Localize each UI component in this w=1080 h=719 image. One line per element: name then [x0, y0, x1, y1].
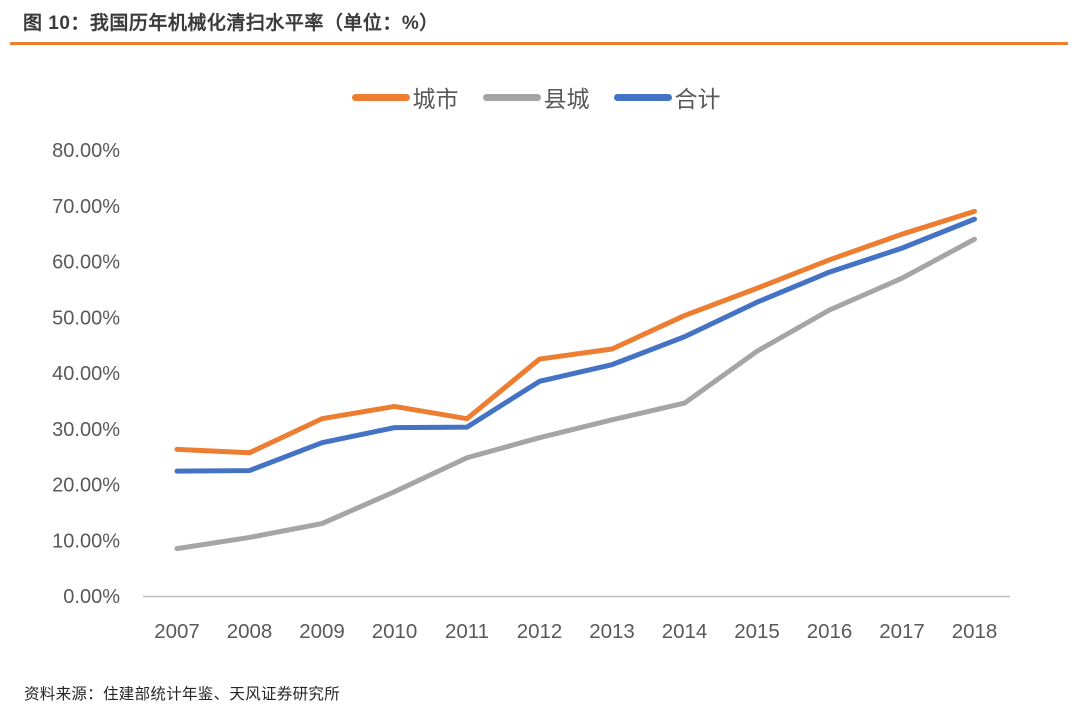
x-tick-label: 2012 — [517, 620, 563, 643]
y-tick-label: 40.00% — [52, 363, 120, 385]
x-tick-label: 2014 — [662, 620, 708, 643]
legend-item-total: 合计 — [613, 80, 721, 114]
legend-line-swatch-county — [482, 93, 541, 101]
y-tick-label: 20.00% — [52, 475, 120, 497]
y-tick-label: 10.00% — [52, 530, 120, 552]
y-tick-label: 60.00% — [52, 252, 120, 274]
x-tick-label: 2018 — [952, 620, 998, 643]
x-tick-label: 2016 — [807, 620, 853, 643]
x-tick-label: 2009 — [299, 620, 345, 643]
source-note: 资料来源：住建部统计年鉴、天风证券研究所 — [24, 686, 341, 703]
chart-legend: 城市 县城 合计 — [0, 80, 1072, 114]
x-tick-label: 2010 — [372, 620, 418, 643]
legend-label-total: 合计 — [674, 86, 721, 112]
x-tick-label: 2013 — [589, 620, 635, 643]
y-tick-label: 50.00% — [52, 307, 120, 329]
series-line-城市 — [174, 208, 977, 456]
x-tick-label: 2011 — [445, 620, 489, 643]
legend-label-county: 县城 — [543, 86, 590, 112]
figure-title: 图 10：我国历年机械化清扫水平率（单位：%） — [23, 13, 439, 34]
legend-line-swatch-total — [613, 93, 672, 101]
legend-item-city: 城市 — [351, 80, 459, 114]
x-tick-label: 2017 — [879, 620, 925, 643]
series-line-县城 — [174, 236, 977, 552]
y-tick-label: 80.00% — [52, 140, 120, 162]
legend-line-swatch-city — [351, 93, 410, 101]
x-tick-label: 2008 — [227, 620, 273, 643]
title-accent-rule — [10, 42, 1068, 45]
y-tick-label: 70.00% — [52, 196, 120, 218]
y-tick-label: 0.00% — [63, 586, 120, 608]
x-tick-label: 2015 — [734, 620, 780, 643]
legend-label-city: 城市 — [412, 86, 459, 112]
y-tick-label: 30.00% — [52, 419, 120, 441]
series-line-合计 — [174, 216, 977, 474]
x-tick-label: 2007 — [154, 620, 200, 643]
legend-item-county: 县城 — [482, 80, 590, 114]
